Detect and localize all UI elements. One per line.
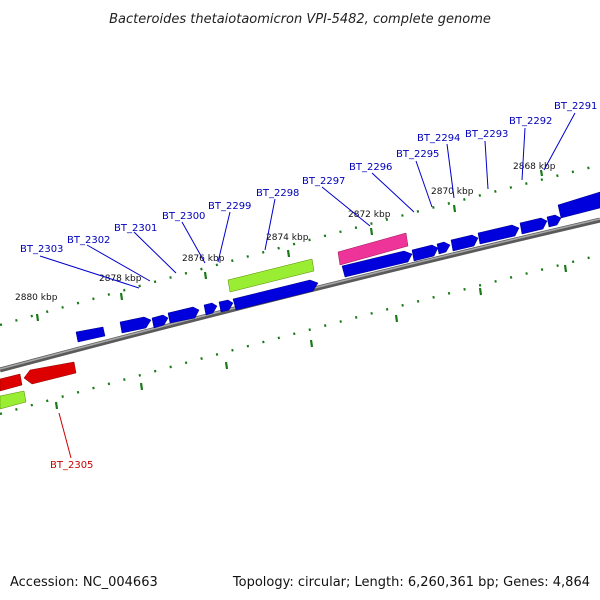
gene-arrow[interactable] (477, 224, 520, 245)
major-ticks (35, 169, 568, 410)
forward-gene-labels: BT_2291 BT_2292 BT_2293 BT_2294 BT_2295 … (20, 101, 597, 255)
scale-label-2880: 2880 kbp (15, 293, 58, 303)
gene-label-bt2294[interactable]: BT_2294 (417, 133, 460, 144)
gene-label-bt2296[interactable]: BT_2296 (349, 162, 392, 173)
forward-strand-genes (75, 191, 600, 343)
gene-label-bt2297[interactable]: BT_2297 (302, 176, 345, 187)
label-leader-lines (39, 112, 576, 289)
gene-arrow[interactable] (23, 361, 77, 385)
rna-gene-block[interactable] (227, 258, 315, 293)
accession-text: Accession: NC_004663 (10, 575, 158, 590)
scale-label-2874: 2874 kbp (266, 233, 309, 243)
gene-arrow[interactable] (151, 314, 169, 329)
gene-arrow[interactable] (218, 299, 234, 313)
gene-arrow[interactable] (167, 306, 200, 324)
gene-label-bt2302[interactable]: BT_2302 (67, 235, 110, 246)
gene-label-bt2293[interactable]: BT_2293 (465, 129, 508, 140)
gene-arrow[interactable] (546, 214, 562, 228)
gene-arrow[interactable] (203, 302, 218, 316)
gene-arrow[interactable] (557, 191, 600, 219)
gene-arrow[interactable] (232, 279, 319, 311)
scale-label-2878: 2878 kbp (99, 274, 142, 284)
gene-arrow[interactable] (411, 244, 439, 262)
rna-gene-block[interactable] (0, 390, 27, 410)
gene-label-bt2303[interactable]: BT_2303 (20, 244, 63, 255)
pseudo-gene-block[interactable] (337, 232, 409, 266)
gene-arrow[interactable] (341, 250, 413, 278)
gene-arrow[interactable] (0, 373, 23, 392)
scale-label-2870: 2870 kbp (431, 187, 474, 197)
gene-label-bt2301[interactable]: BT_2301 (114, 223, 157, 234)
genome-summary-text: Topology: circular; Length: 6,260,361 bp… (232, 575, 590, 590)
gene-arrow[interactable] (519, 217, 548, 235)
gene-label-bt2295[interactable]: BT_2295 (396, 149, 439, 160)
gene-label-bt2300[interactable]: BT_2300 (162, 211, 205, 222)
map-title: Bacteroides thetaiotaomicron VPI-5482, c… (109, 12, 491, 27)
reverse-label-leader (58, 412, 72, 459)
gene-arrow[interactable] (436, 241, 451, 255)
scale-label-2868: 2868 kbp (513, 162, 556, 172)
gene-arrow[interactable] (450, 234, 479, 252)
scale-label-2872: 2872 kbp (348, 210, 391, 220)
gene-label-bt2305[interactable]: BT_2305 (50, 460, 93, 471)
reverse-strand-genes (0, 361, 77, 410)
gene-label-bt2292[interactable]: BT_2292 (509, 116, 552, 127)
scale-label-2876: 2876 kbp (182, 254, 225, 264)
gene-label-bt2298[interactable]: BT_2298 (256, 188, 299, 199)
gene-label-bt2291[interactable]: BT_2291 (554, 101, 597, 112)
gene-label-bt2299[interactable]: BT_2299 (208, 201, 251, 212)
gene-arrow[interactable] (75, 326, 106, 343)
gene-arrow[interactable] (119, 316, 152, 334)
